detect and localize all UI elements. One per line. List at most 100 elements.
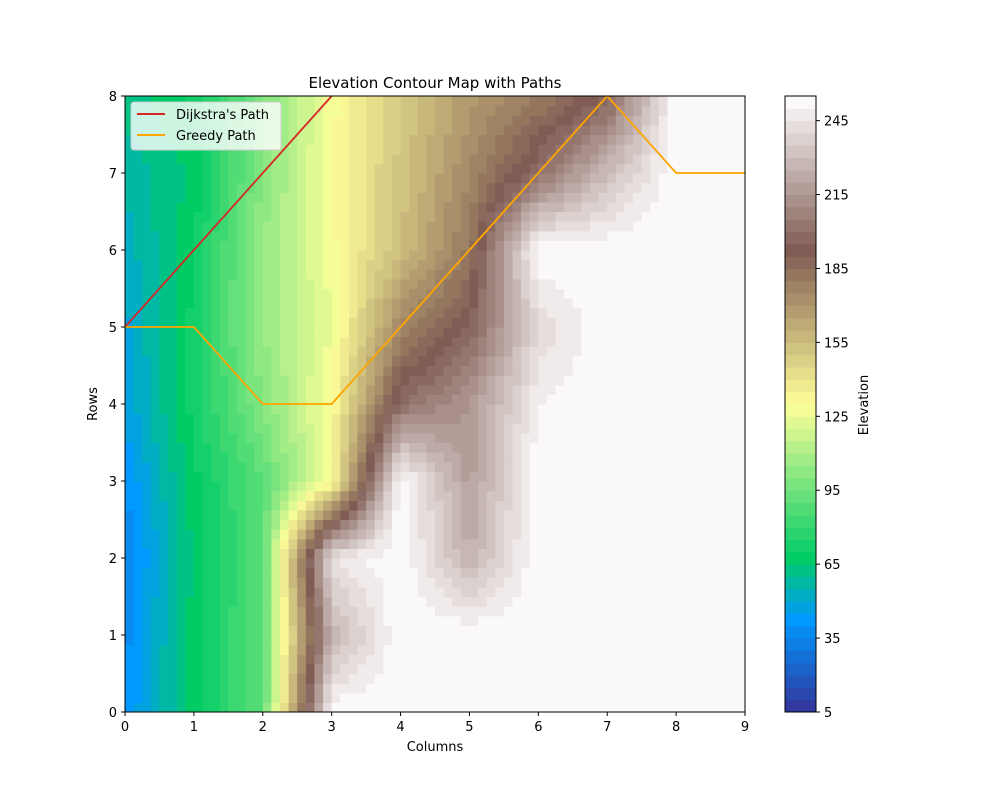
elevation-cell (331, 692, 341, 703)
elevation-cell (314, 683, 324, 694)
elevation-cell (529, 673, 539, 684)
elevation-cell (142, 548, 152, 559)
elevation-cell (650, 481, 660, 492)
elevation-cell (236, 365, 247, 376)
elevation-cell (478, 384, 488, 395)
elevation-cell (624, 240, 634, 251)
elevation-cell (633, 192, 643, 203)
elevation-cell (624, 163, 634, 174)
elevation-cell (133, 423, 143, 434)
elevation-cell (667, 153, 677, 164)
elevation-cell (159, 702, 169, 712)
elevation-cell (426, 259, 436, 270)
elevation-cell (125, 413, 135, 424)
elevation-cell (159, 529, 169, 540)
elevation-cell (340, 317, 350, 328)
elevation-cell (658, 519, 669, 530)
elevation-cell (460, 173, 471, 184)
elevation-cell (133, 153, 143, 164)
elevation-cell (185, 586, 195, 598)
elevation-cell (280, 702, 290, 712)
elevation-cell (452, 586, 462, 598)
elevation-cell (366, 365, 376, 376)
elevation-cell (297, 673, 307, 684)
colorbar-band (785, 576, 816, 590)
elevation-cell (710, 404, 720, 415)
elevation-cell (624, 336, 634, 347)
elevation-cell (719, 461, 729, 472)
elevation-cell (314, 153, 324, 164)
elevation-cell (607, 683, 617, 694)
elevation-cell (366, 327, 376, 338)
elevation-cell (641, 596, 651, 607)
elevation-cell (624, 201, 634, 213)
elevation-cell (236, 442, 247, 453)
elevation-cell (211, 606, 221, 617)
elevation-cell (486, 307, 496, 318)
elevation-cell (150, 240, 161, 251)
elevation-cell (374, 96, 384, 107)
elevation-cell (314, 96, 324, 107)
colorbar-band (785, 699, 816, 713)
elevation-cell (426, 625, 436, 636)
elevation-cell (486, 567, 496, 578)
elevation-cell (486, 625, 496, 636)
elevation-cell (202, 548, 212, 559)
elevation-cell (555, 442, 565, 453)
elevation-cell (409, 606, 419, 617)
elevation-cell (719, 404, 729, 415)
elevation-cell (684, 211, 694, 222)
elevation-cell (590, 404, 600, 415)
elevation-cell (374, 211, 384, 222)
elevation-cell (262, 538, 272, 549)
x-tick-label: 4 (396, 720, 404, 735)
elevation-cell (701, 144, 712, 155)
elevation-cell (202, 384, 212, 395)
elevation-cell (624, 577, 634, 588)
elevation-cell (443, 471, 453, 482)
elevation-cell (357, 182, 367, 193)
elevation-cell (409, 644, 419, 655)
elevation-cell (615, 644, 626, 655)
elevation-cell (133, 635, 143, 646)
elevation-cell (228, 288, 238, 299)
elevation-cell (546, 96, 557, 107)
x-tick-label: 3 (328, 720, 336, 735)
elevation-cell (219, 230, 229, 241)
elevation-cell (262, 298, 272, 309)
elevation-cell (331, 663, 341, 675)
elevation-cell (323, 365, 333, 376)
elevation-cell (383, 644, 393, 655)
elevation-cell (391, 307, 402, 318)
elevation-cell (159, 221, 169, 232)
elevation-cell (366, 115, 376, 126)
elevation-cell (503, 307, 514, 318)
elevation-cell (658, 625, 669, 636)
elevation-cell (650, 221, 660, 232)
elevation-cell (684, 105, 694, 116)
elevation-cell (469, 211, 479, 222)
elevation-cell (323, 548, 333, 559)
elevation-cell (460, 606, 471, 617)
elevation-cell (564, 432, 574, 444)
elevation-cell (469, 692, 479, 703)
elevation-cell (193, 211, 204, 222)
elevation-cell (236, 182, 247, 193)
elevation-cell (357, 144, 367, 155)
elevation-cell (615, 96, 626, 107)
elevation-cell (400, 144, 410, 155)
elevation-cell (297, 519, 307, 530)
elevation-cell (590, 596, 600, 607)
elevation-cell (503, 606, 514, 617)
elevation-cell (676, 625, 686, 636)
elevation-cell (185, 375, 195, 386)
elevation-cell (615, 500, 626, 511)
elevation-cell (435, 577, 445, 588)
elevation-cell (374, 615, 384, 626)
elevation-cell (340, 250, 350, 261)
elevation-cell (133, 221, 143, 232)
elevation-cell (495, 269, 505, 280)
elevation-cell (383, 577, 393, 588)
elevation-cell (676, 173, 686, 184)
elevation-cell (486, 519, 496, 530)
